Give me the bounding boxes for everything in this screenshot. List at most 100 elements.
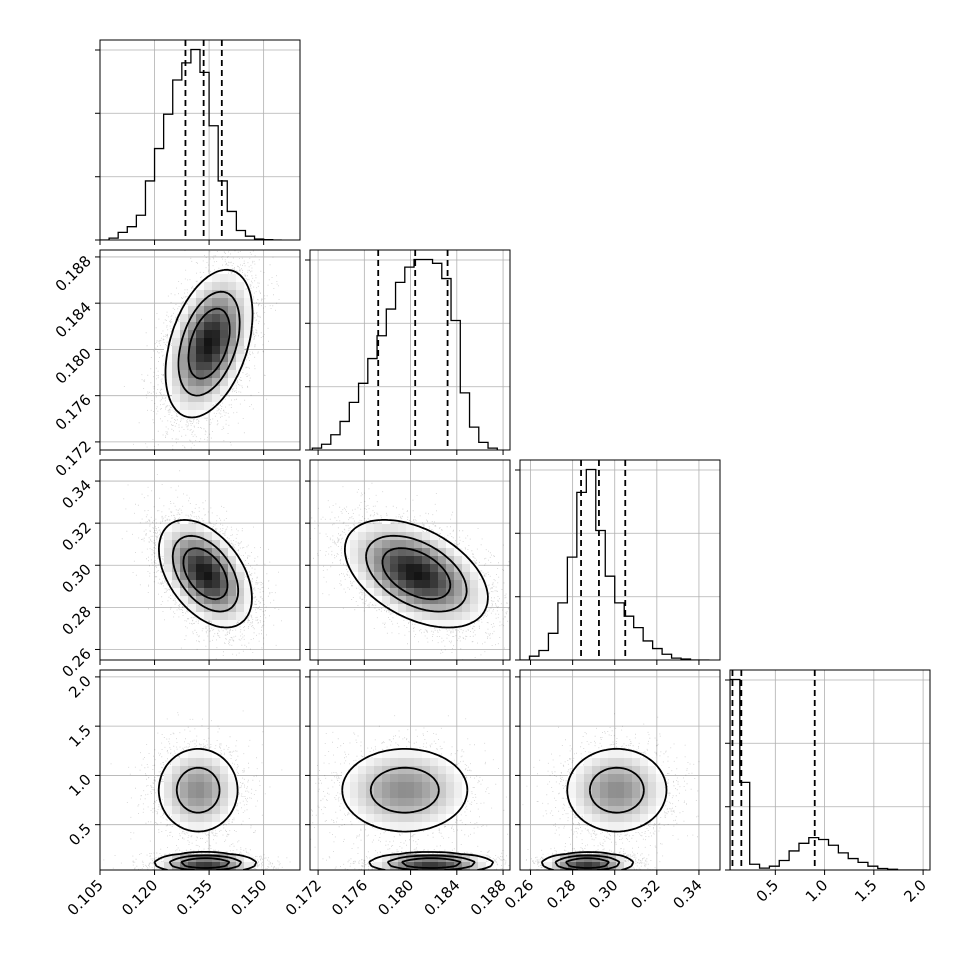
- density-cell: [244, 330, 253, 339]
- density-cell: [390, 572, 399, 581]
- density-cell: [188, 322, 197, 331]
- x-tick-label: 0.176: [328, 876, 371, 919]
- density-cell: [172, 362, 181, 371]
- density-cell: [228, 346, 237, 355]
- contour-level-0: [158, 519, 253, 629]
- density-cell: [164, 532, 173, 541]
- density-cell: [470, 862, 479, 870]
- density-cell: [398, 750, 407, 759]
- density-cell: [648, 782, 657, 791]
- density-cell: [390, 782, 399, 791]
- density-cell: [358, 556, 367, 565]
- density-cell: [350, 540, 359, 549]
- density-cell: [398, 782, 407, 791]
- density-cell: [236, 274, 245, 283]
- density-cell: [220, 540, 229, 549]
- density-cell: [204, 782, 213, 791]
- panel-frame: [519, 669, 721, 871]
- density-cell: [390, 750, 399, 759]
- density-cell: [228, 282, 237, 291]
- histogram-line: [311, 258, 498, 450]
- density-cell: [196, 572, 205, 581]
- x-tick-label: 0.184: [421, 876, 464, 919]
- panel-2-2: [515, 459, 721, 665]
- density-cell: [414, 862, 423, 870]
- density-cell: [430, 580, 439, 589]
- density-cell: [616, 750, 625, 759]
- density-cell: [236, 580, 245, 589]
- density-cell: [478, 854, 487, 863]
- density-cell: [350, 774, 359, 783]
- density-cell: [632, 798, 641, 807]
- y-tick-label: 0.188: [52, 252, 95, 295]
- density-cell: [212, 330, 221, 339]
- density-cell: [164, 806, 173, 815]
- density-cell: [584, 782, 593, 791]
- density-cell: [196, 556, 205, 565]
- density-cell: [398, 580, 407, 589]
- density-cell: [188, 386, 197, 395]
- density-cell: [454, 604, 463, 613]
- density-cell: [390, 814, 399, 823]
- x-tick-label: 0.135: [173, 876, 216, 919]
- density-cell: [446, 548, 455, 557]
- contour-level-1: [554, 766, 645, 870]
- density-cell: [422, 814, 431, 823]
- density-cell: [220, 548, 229, 557]
- density-cell: [422, 564, 431, 573]
- density-cell: [576, 790, 585, 799]
- density-cell: [390, 596, 399, 605]
- density-cell: [414, 758, 423, 767]
- density-cell: [228, 362, 237, 371]
- density-cell: [188, 556, 197, 565]
- density-cell: [374, 806, 383, 815]
- density-cell: [600, 854, 609, 863]
- density-cell: [244, 596, 253, 605]
- density-cell: [228, 548, 237, 557]
- density-cell: [382, 588, 391, 597]
- density-cell: [212, 782, 221, 791]
- density-cell: [220, 620, 229, 629]
- density-cell: [188, 338, 197, 347]
- density-cell: [228, 290, 237, 299]
- density-cell: [406, 556, 415, 565]
- density-cell: [220, 556, 229, 565]
- panel-3-1: 0.172 0.176 0.180 0.184 0.188: [282, 669, 511, 919]
- density-cell: [244, 306, 253, 315]
- density-cell: [236, 338, 245, 347]
- density-cell: [422, 532, 431, 541]
- density-cell: [454, 862, 463, 870]
- density-cell: [196, 774, 205, 783]
- density-cell: [640, 758, 649, 767]
- density-cell: [648, 790, 657, 799]
- density-cell: [172, 580, 181, 589]
- x-tick-label: 0.180: [374, 876, 417, 919]
- density-cell: [164, 862, 173, 870]
- contour-level-0: [153, 748, 258, 870]
- density-cell: [228, 782, 237, 791]
- density-cell: [204, 596, 213, 605]
- density-cell: [350, 532, 359, 541]
- density-cell: [616, 758, 625, 767]
- density-cell: [592, 798, 601, 807]
- density-cell: [212, 572, 221, 581]
- density-cell: [172, 564, 181, 573]
- density-cell: [212, 346, 221, 355]
- density-cell: [172, 556, 181, 565]
- x-tick-label: 0.34: [669, 876, 705, 912]
- density-cell: [228, 330, 237, 339]
- density-cell: [180, 314, 189, 323]
- density-cell: [446, 572, 455, 581]
- density-cell: [220, 596, 229, 605]
- density-cell: [228, 572, 237, 581]
- density-cell: [430, 588, 439, 597]
- density-cell: [172, 386, 181, 395]
- density-cell: [236, 362, 245, 371]
- density-cell: [390, 524, 399, 533]
- density-cell: [374, 782, 383, 791]
- density-cell: [164, 774, 173, 783]
- y-tick-label: 1.0: [65, 771, 95, 801]
- density-cell: [228, 798, 237, 807]
- density-cell: [366, 524, 375, 533]
- density-cell: [390, 604, 399, 613]
